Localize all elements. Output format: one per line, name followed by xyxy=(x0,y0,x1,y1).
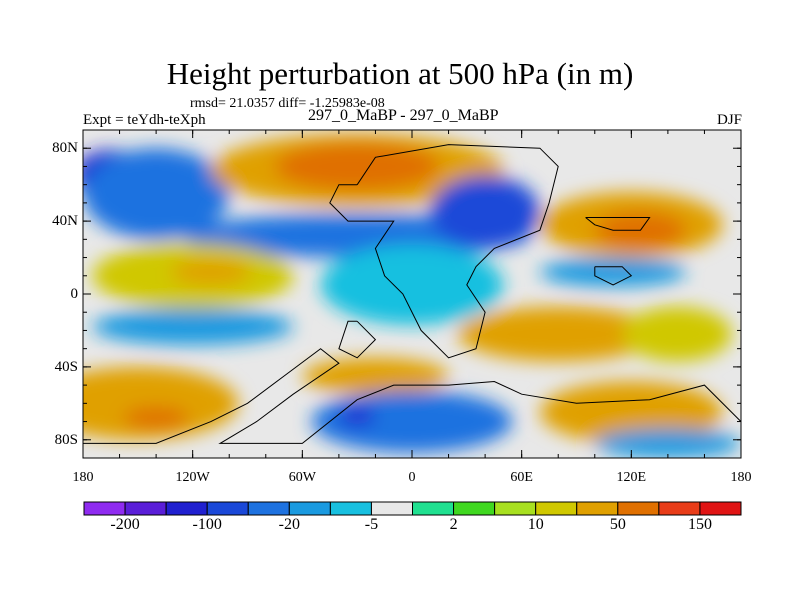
anomaly-region-11 xyxy=(92,308,294,346)
colorbar-bin-12 xyxy=(576,501,619,516)
colorbar-bin-5 xyxy=(288,501,331,516)
coastline-1 xyxy=(83,348,741,458)
y-tick-label: 40N xyxy=(52,213,78,230)
anomaly-region-5 xyxy=(430,175,540,249)
colorbar-label: 10 xyxy=(527,516,544,533)
x-tick-label: 0 xyxy=(408,470,416,485)
anomaly-region-3 xyxy=(274,142,440,191)
anomaly-region-18 xyxy=(311,390,513,453)
colorbar-label: -200 xyxy=(110,516,140,533)
coastline-4 xyxy=(338,320,377,359)
x-tick-label: 60W xyxy=(288,470,316,485)
plot-title: Height perturbation at 500 hPa (in m) xyxy=(166,56,634,91)
anomaly-region-15 xyxy=(83,366,239,440)
colorbar-label: -100 xyxy=(192,516,222,533)
x-tick-label: 120W xyxy=(175,470,210,485)
x-tick-label: 120E xyxy=(616,470,647,485)
colorbar-bin-8 xyxy=(412,501,455,516)
anomaly-region-1 xyxy=(83,148,230,240)
anomaly-region-17 xyxy=(302,357,449,395)
colorbar-bin-15 xyxy=(699,501,742,516)
colorbar-bin-9 xyxy=(453,501,496,516)
colorbar-bin-10 xyxy=(494,501,537,516)
colorbar-bin-4 xyxy=(247,501,290,516)
colorbar-bin-7 xyxy=(370,501,413,516)
colorbar-bin-11 xyxy=(535,501,578,516)
x-tick-label: 60E xyxy=(510,470,533,485)
colorbar-bin-3 xyxy=(206,501,249,516)
anomaly-region-14 xyxy=(622,306,732,362)
anomaly-region-16 xyxy=(123,406,190,429)
x-tick-label: 180 xyxy=(72,470,94,485)
anomaly-region-12 xyxy=(320,244,504,325)
colorbar-bin-13 xyxy=(617,501,660,516)
x-tick-label: 180 xyxy=(730,470,752,485)
y-tick-label: 40S xyxy=(54,358,78,375)
y-tick-label: 80S xyxy=(54,431,78,448)
anomaly-region-20 xyxy=(539,381,723,444)
colorbar-bin-0 xyxy=(83,501,126,516)
experiment-label: Expt = teYdh-teXph xyxy=(83,112,206,128)
y-tick-label: 80N xyxy=(52,140,78,157)
colorbar-bin-6 xyxy=(329,501,372,516)
coastline-3 xyxy=(594,266,633,286)
colorbar-label: 50 xyxy=(609,516,626,533)
colorbar-bin-1 xyxy=(124,501,167,516)
runs-label: 297_0_MaBP - 297_0_MaBP xyxy=(308,107,499,124)
season-label: DJF xyxy=(716,112,742,128)
anomaly-region-19 xyxy=(338,406,376,426)
anomaly-region-13 xyxy=(457,306,659,362)
y-tick-label: 0 xyxy=(70,286,79,302)
anomaly-region-21 xyxy=(594,428,741,458)
anomaly-region-10 xyxy=(170,259,252,285)
colorbar-label: 150 xyxy=(687,516,712,533)
colorbar-bin-2 xyxy=(165,501,208,516)
colorbar-label: -5 xyxy=(364,516,379,533)
colorbar-bin-14 xyxy=(658,501,701,516)
anomaly-region-8 xyxy=(539,257,687,287)
coastline-2 xyxy=(585,217,651,231)
stats-label: rmsd= 21.0357 diff= -1.25983e-08 xyxy=(190,96,385,111)
coastline-0 xyxy=(329,144,559,359)
colorbar-label: -20 xyxy=(278,516,300,533)
colorbar-label: 2 xyxy=(449,516,458,533)
